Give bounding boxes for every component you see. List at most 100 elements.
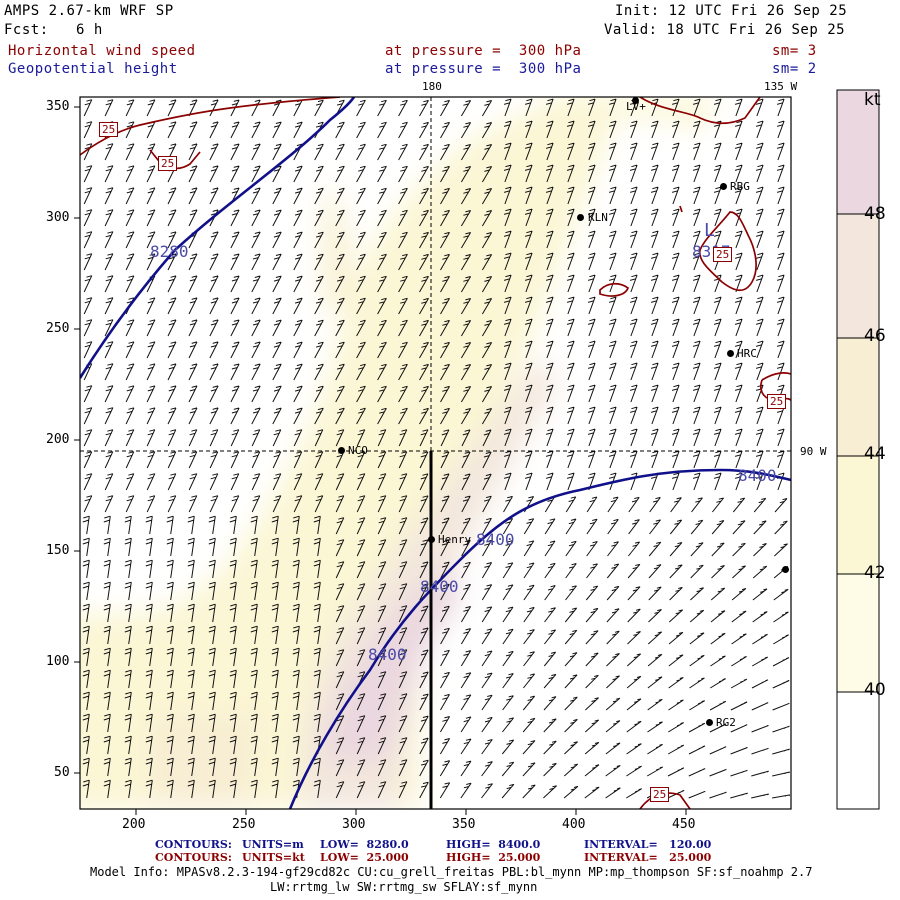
wind-barb bbox=[335, 583, 345, 601]
wind-barb bbox=[271, 559, 279, 579]
wind-barb bbox=[649, 519, 661, 535]
wind-barb bbox=[481, 122, 493, 139]
wind-barb bbox=[461, 429, 471, 447]
wind-barb bbox=[146, 429, 156, 447]
wind-barb bbox=[503, 296, 512, 315]
wind-barb bbox=[314, 451, 324, 469]
wind-barb bbox=[605, 720, 621, 733]
wind-barb bbox=[608, 164, 617, 183]
wind-barb bbox=[776, 252, 785, 271]
height-contours bbox=[80, 97, 791, 809]
wind-barb bbox=[440, 407, 450, 425]
wind-barb bbox=[124, 647, 132, 667]
wind-barb bbox=[628, 519, 640, 535]
wind-barb bbox=[545, 340, 554, 359]
wind-barb bbox=[229, 515, 237, 535]
wind-barb bbox=[608, 406, 617, 425]
wind-barb bbox=[710, 655, 726, 667]
wind-barb bbox=[523, 629, 535, 645]
wind-barb bbox=[502, 650, 514, 667]
wind-barb bbox=[83, 187, 93, 205]
field2-pressure: at pressure = 300 hPa bbox=[385, 61, 582, 77]
wind-barb bbox=[188, 165, 198, 183]
wind-barb bbox=[166, 625, 174, 645]
wind-barb bbox=[523, 562, 535, 579]
wind-barb bbox=[335, 495, 345, 513]
wind-barb bbox=[146, 231, 156, 249]
wind-barb bbox=[543, 740, 557, 755]
wind-barb bbox=[713, 406, 722, 425]
wind-barb bbox=[648, 564, 662, 579]
wind-barb bbox=[209, 297, 219, 315]
wind-barb bbox=[523, 584, 535, 601]
wind-barb bbox=[503, 208, 512, 227]
wind-barb bbox=[377, 253, 387, 271]
wind-barb bbox=[460, 232, 472, 249]
wind-barb bbox=[251, 275, 261, 293]
wind-barb bbox=[209, 451, 219, 469]
wind-barb bbox=[230, 165, 240, 183]
wind-barb bbox=[628, 496, 640, 513]
wind-barb bbox=[104, 341, 114, 359]
wind-barb bbox=[647, 698, 663, 711]
wind-barb bbox=[440, 429, 450, 447]
wind-barb bbox=[627, 586, 641, 601]
wind-barb bbox=[313, 669, 321, 689]
wind-barb bbox=[671, 98, 680, 117]
height-contour-label: 8400 bbox=[368, 645, 407, 664]
wind-barb bbox=[335, 429, 345, 447]
wind-barb bbox=[671, 428, 680, 447]
wind-barb bbox=[209, 231, 219, 249]
wind-barb bbox=[606, 675, 620, 689]
wind-barb bbox=[543, 762, 557, 777]
wind-barb bbox=[545, 384, 554, 403]
wind-barb bbox=[167, 319, 177, 337]
wind-barb bbox=[608, 296, 617, 315]
wind-barb bbox=[356, 165, 366, 183]
wind-barb bbox=[398, 341, 408, 359]
wind-barb bbox=[668, 699, 684, 711]
wind-barb bbox=[772, 657, 790, 667]
wind-barb bbox=[584, 786, 600, 799]
wind-barb bbox=[587, 230, 596, 249]
wind-barb bbox=[293, 385, 303, 403]
wind-barb bbox=[461, 561, 471, 579]
wind-barb bbox=[605, 765, 621, 777]
wind-barb bbox=[377, 561, 387, 579]
wind-barb bbox=[125, 341, 135, 359]
wind-barb bbox=[776, 428, 785, 447]
station-label: RG2 bbox=[716, 716, 736, 729]
wind-barb bbox=[524, 318, 533, 337]
wind-barb bbox=[671, 472, 680, 491]
wind-barb bbox=[419, 341, 429, 359]
wind-barb bbox=[377, 363, 387, 381]
wind-barb bbox=[292, 559, 300, 579]
wind-barb bbox=[734, 142, 743, 161]
station-marker bbox=[727, 350, 734, 357]
wind-barb bbox=[482, 539, 492, 557]
wind-barb bbox=[692, 406, 701, 425]
wind-barb bbox=[776, 230, 785, 249]
wind-barb bbox=[564, 674, 578, 689]
wind-barb bbox=[292, 735, 300, 755]
wind-barb bbox=[713, 296, 722, 315]
wind-barb bbox=[104, 253, 114, 271]
wind-barb bbox=[689, 632, 705, 645]
wind-barb bbox=[502, 606, 514, 623]
wind-barb bbox=[146, 407, 156, 425]
wind-barb bbox=[124, 515, 132, 535]
wind-barb bbox=[650, 406, 659, 425]
wind-barb bbox=[460, 188, 472, 205]
wind-barb bbox=[398, 693, 408, 711]
wind-barb bbox=[187, 625, 195, 645]
wind-barb bbox=[398, 627, 408, 645]
wind-barb bbox=[755, 252, 764, 271]
wind-barb bbox=[545, 142, 554, 161]
wind-barb bbox=[481, 716, 493, 733]
wind-barb bbox=[524, 406, 533, 425]
wind-barb bbox=[292, 515, 300, 535]
wind-barb bbox=[460, 144, 472, 161]
wind-barb bbox=[145, 515, 153, 535]
speed-contour-label: 25 bbox=[713, 247, 733, 262]
wind-barb bbox=[755, 120, 764, 139]
